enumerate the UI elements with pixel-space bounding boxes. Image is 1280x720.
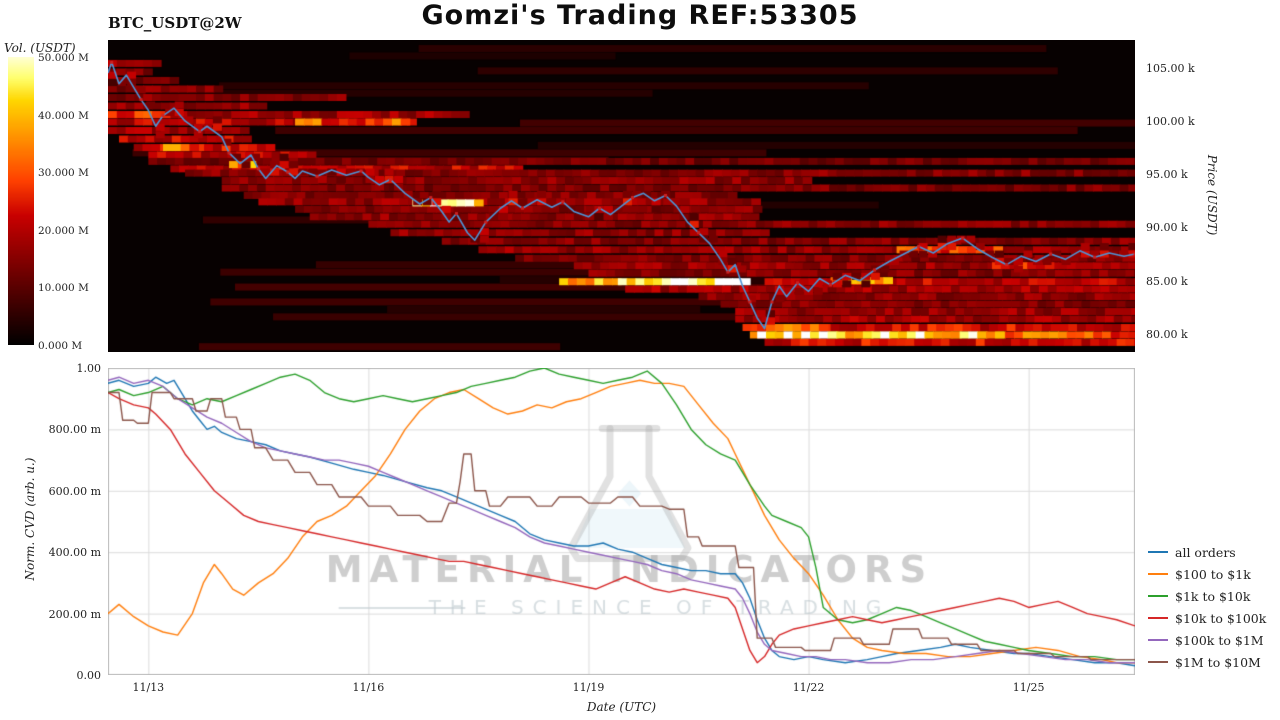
legend-label: $100 to $1k <box>1175 566 1251 582</box>
colorbar-tick: 50.000 M <box>38 52 89 64</box>
cvd-axis-tick: 400.00 m <box>48 546 101 560</box>
cvd-axis-tick: 1.00 <box>76 362 102 375</box>
cvd-line-chart <box>108 368 1135 675</box>
price-axis-tick: 105.00 k <box>1146 61 1195 75</box>
legend-label: $1k to $10k <box>1175 588 1251 604</box>
cvd-axis-tick: 0.00 <box>76 669 102 682</box>
colorbar-tick: 10.000 M <box>38 282 89 295</box>
legend-swatch <box>1148 573 1168 575</box>
colorbar-tick: 20.000 M <box>38 224 89 237</box>
cvd-axis-tick: 600.00 m <box>48 484 101 498</box>
legend-swatch <box>1148 595 1168 597</box>
price-axis-tick: 80.00 k <box>1146 327 1188 341</box>
date-axis-tick: 11/16 <box>352 681 385 694</box>
price-axis-tick: 90.00 k <box>1146 221 1188 235</box>
legend-swatch <box>1148 661 1168 663</box>
cvd-axis-tick: 800.00 m <box>48 423 101 437</box>
page-title: Gomzi's Trading REF:53305 <box>421 0 859 31</box>
legend-item: $100 to $1k <box>1148 563 1266 585</box>
legend-item: $1k to $10k <box>1148 585 1266 607</box>
price-axis-tick: 100.00 k <box>1146 114 1195 128</box>
colorbar-title: Vol. (USDT) <box>4 41 76 55</box>
legend-swatch <box>1148 551 1168 553</box>
date-axis-title: Date (UTC) <box>586 700 657 714</box>
legend-swatch <box>1148 639 1168 641</box>
legend-label: $1M to $10M <box>1175 654 1261 670</box>
legend-label: $10k to $100k <box>1175 610 1267 626</box>
legend-item: $1M to $10M <box>1148 651 1266 673</box>
legend-label: $100k to $1M <box>1175 632 1264 648</box>
price-axis-tick: 85.00 k <box>1146 274 1188 288</box>
cvd-axis-title: Norm. CVD (arb. u.) <box>23 457 37 581</box>
colorbar-tick: 30.000 M <box>38 167 89 180</box>
price-axis-tick: 95.00 k <box>1146 168 1188 182</box>
date-axis-tick: 11/25 <box>1012 681 1045 694</box>
legend-label: all orders <box>1175 544 1236 560</box>
legend-item: all orders <box>1148 541 1266 563</box>
symbol-label: BTC_USDT@2W <box>108 14 242 32</box>
date-axis-tick: 11/13 <box>132 681 165 694</box>
legend: all orders $100 to $1k $1k to $10k $10k to … <box>1148 541 1266 673</box>
colorbar-tick: 0.000 M <box>38 340 83 352</box>
date-axis-tick: 11/19 <box>572 681 605 694</box>
price-volume-heatmap <box>108 40 1135 352</box>
legend-item: $10k to $100k <box>1148 607 1266 629</box>
cvd-axis-tick: 200.00 m <box>48 607 101 621</box>
price-axis-title: Price (USDT) <box>1205 154 1219 236</box>
colorbar-tick: 40.000 M <box>38 109 89 122</box>
volume-colorbar <box>8 57 34 345</box>
date-axis-tick: 11/22 <box>792 681 825 694</box>
legend-swatch <box>1148 617 1168 619</box>
legend-item: $100k to $1M <box>1148 629 1266 651</box>
